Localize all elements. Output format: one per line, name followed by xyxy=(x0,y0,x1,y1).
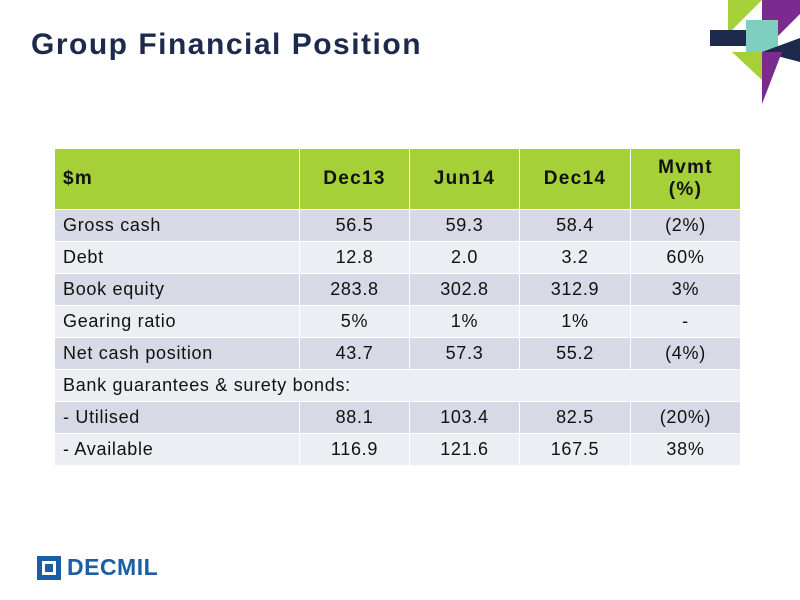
table-row: - Utilised 88.1 103.4 82.5 (20%) xyxy=(54,401,741,434)
cell-dec13: 56.5 xyxy=(299,209,410,242)
row-label: - Available xyxy=(54,433,300,466)
row-label: Debt xyxy=(54,241,300,274)
row-label: - Utilised xyxy=(54,401,300,434)
cell-mvmt: - xyxy=(630,305,741,338)
cell-jun14: 103.4 xyxy=(409,401,520,434)
cell-mvmt: (2%) xyxy=(630,209,741,242)
row-label: Book equity xyxy=(54,273,300,306)
cell-dec14: 1% xyxy=(519,305,631,338)
cell-mvmt: (20%) xyxy=(630,401,741,434)
section-row: Bank guarantees & surety bonds: xyxy=(54,369,741,402)
row-label: Gearing ratio xyxy=(54,305,300,338)
cell-dec13: 12.8 xyxy=(299,241,410,274)
cell-dec13: 5% xyxy=(299,305,410,338)
header-mvmt-line2: (%) xyxy=(668,179,703,200)
cell-dec13: 88.1 xyxy=(299,401,410,434)
row-label: Gross cash xyxy=(54,209,300,242)
brand-name: DECMIL xyxy=(67,554,159,580)
cell-jun14: 302.8 xyxy=(409,273,520,306)
decmil-square-icon xyxy=(37,555,61,580)
table-row: Gearing ratio 5% 1% 1% - xyxy=(54,305,741,338)
decmil-arrow-mark-icon xyxy=(710,0,800,104)
cell-jun14: 2.0 xyxy=(409,241,520,274)
table-row: Gross cash 56.5 59.3 58.4 (2%) xyxy=(54,209,741,242)
cell-mvmt: 60% xyxy=(630,241,741,274)
cell-dec13: 283.8 xyxy=(299,273,410,306)
header-mvmt: Mvmt (%) xyxy=(630,148,741,210)
page-title: Group Financial Position xyxy=(31,28,423,61)
cell-jun14: 121.6 xyxy=(409,433,520,466)
header-dec13: Dec13 xyxy=(299,148,410,210)
cell-dec14: 82.5 xyxy=(519,401,631,434)
header-mvmt-line1: Mvmt xyxy=(658,157,713,178)
table-row: - Available 116.9 121.6 167.5 38% xyxy=(54,433,741,466)
footer-logo: DECMIL xyxy=(37,554,158,581)
section-label: Bank guarantees & surety bonds: xyxy=(54,369,741,402)
cell-dec14: 167.5 xyxy=(519,433,631,466)
cell-dec14: 3.2 xyxy=(519,241,631,274)
table-header-row: $m Dec13 Jun14 Dec14 Mvmt (%) xyxy=(54,148,741,210)
cell-jun14: 57.3 xyxy=(409,337,520,370)
cell-jun14: 1% xyxy=(409,305,520,338)
cell-mvmt: 38% xyxy=(630,433,741,466)
cell-dec14: 58.4 xyxy=(519,209,631,242)
header-label: $m xyxy=(54,148,300,210)
cell-dec13: 116.9 xyxy=(299,433,410,466)
cell-jun14: 59.3 xyxy=(409,209,520,242)
table-row: Book equity 283.8 302.8 312.9 3% xyxy=(54,273,741,306)
cell-mvmt: 3% xyxy=(630,273,741,306)
cell-dec14: 312.9 xyxy=(519,273,631,306)
cell-dec13: 43.7 xyxy=(299,337,410,370)
row-label: Net cash position xyxy=(54,337,300,370)
header-dec14: Dec14 xyxy=(519,148,631,210)
cell-mvmt: (4%) xyxy=(630,337,741,370)
cell-dec14: 55.2 xyxy=(519,337,631,370)
financial-position-table: $m Dec13 Jun14 Dec14 Mvmt (%) Gross cash … xyxy=(54,148,741,466)
table-row: Net cash position 43.7 57.3 55.2 (4%) xyxy=(54,337,741,370)
table-row: Debt 12.8 2.0 3.2 60% xyxy=(54,241,741,274)
header-jun14: Jun14 xyxy=(409,148,520,210)
